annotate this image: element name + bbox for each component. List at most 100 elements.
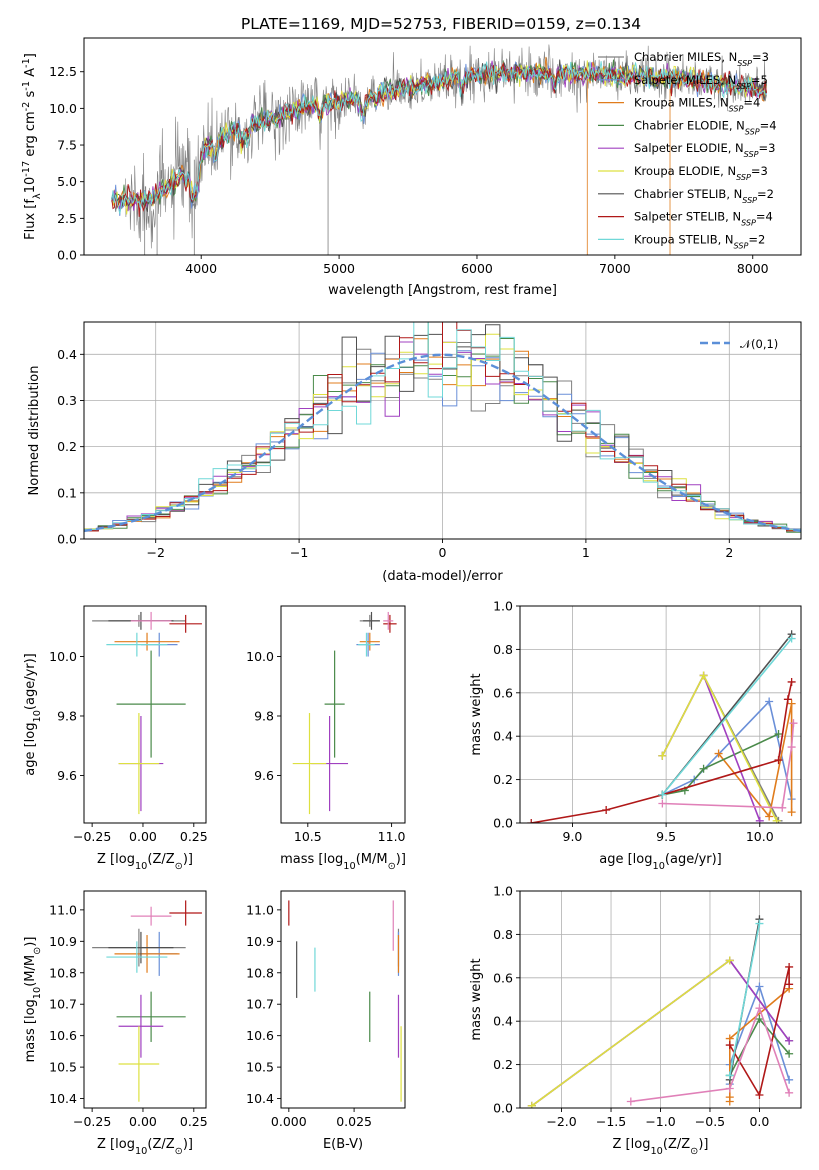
plot-area-mass_vs_ebv	[288, 900, 402, 1102]
y-tick-label: 0.2	[57, 439, 77, 454]
y-tick-label: 10.8	[246, 965, 274, 980]
axes-residuals: −2 −1 0 1 2 0.0 0.1 0.2 0.3 0.4 (data-model)/error…	[27, 321, 802, 584]
weight-marker	[772, 816, 781, 823]
x-axis-label: Z [log10(Z/Z⊙)]	[97, 852, 193, 872]
weight-marker	[787, 808, 796, 817]
axes-weight_vs_Z: −2.0 −1.5 −1.0 −0.5 0.0 0.0 0.2 0.4 0.6 0.8 1.0 Z […	[469, 884, 802, 1157]
x-axis-label: E(B-V)	[323, 1137, 363, 1152]
spectrum-legend: Chabrier MILES, NSSP=3 Salpeter MILES, NS…	[598, 50, 777, 250]
x-tick-label: 0.00	[129, 829, 157, 844]
y-tick-label: 10.5	[49, 1060, 77, 1075]
weight-marker	[658, 751, 667, 760]
y-tick-label: 11.0	[246, 902, 274, 917]
weight-marker	[785, 1049, 794, 1058]
x-tick-label: 0.025	[336, 1114, 372, 1129]
axes-age_vs_Z: −0.25 0.00 0.25 9.6 9.8 10.0 Z [log10(Z/Z⊙)] ag…	[23, 605, 208, 872]
axes-mass_vs_ebv: 0.000 0.025 10.4 10.5 10.6 10.7 10.8 10.9 11.0 E(…	[246, 890, 406, 1152]
weight-line	[630, 1005, 790, 1103]
x-tick-label: 0.25	[180, 1114, 208, 1129]
x-axis-label: age [log10(age/yr)]	[599, 852, 722, 872]
y-tick-label: 0.0	[57, 532, 77, 547]
x-tick-label: −0.25	[73, 1114, 111, 1129]
y-tick-label: 10.6	[246, 1028, 274, 1043]
weight-line	[661, 637, 793, 796]
weight-marker	[755, 919, 764, 928]
y-tick-label: 10.9	[49, 934, 77, 949]
y-tick-label: 10.6	[49, 1028, 77, 1043]
x-tick-label: 5000	[323, 261, 355, 276]
y-tick-label: 10.4	[49, 1091, 77, 1106]
y-tick-label: 10.7	[246, 997, 274, 1012]
x-tick-label: −0.5	[695, 1114, 725, 1129]
x-axis-label: Z [log10(Z/Z⊙)]	[613, 1137, 709, 1157]
y-axis-label: mass weight	[469, 673, 484, 755]
weight-marker	[785, 1075, 794, 1084]
x-tick-label: 8000	[737, 261, 769, 276]
weight-marker	[602, 805, 611, 814]
axes-frame	[83, 890, 207, 1109]
weight-marker	[774, 756, 783, 765]
y-tick-label: 12.5	[49, 64, 77, 79]
weight-marker	[755, 816, 764, 823]
x-tick-label: 7000	[599, 261, 631, 276]
x-tick-label: −1	[290, 545, 308, 560]
y-tick-label: 10.8	[49, 965, 77, 980]
y-axis-label: age [log10(age/yr)]	[23, 653, 43, 776]
y-tick-label: 9.8	[57, 708, 77, 723]
plot-area-weight_vs_age	[527, 630, 798, 823]
x-tick-label: 11.0	[378, 829, 406, 844]
legend-label: Salpeter STELIB, NSSP=4	[634, 210, 773, 228]
x-axis-label: (data-model)/error	[382, 569, 503, 584]
legend-label: Salpeter ELODIE, NSSP=3	[634, 141, 775, 159]
y-tick-label: 0.8	[493, 642, 513, 657]
legend-label: Kroupa ELODIE, NSSP=3	[634, 164, 768, 182]
y-axis-label: mass [log10(M/M⊙)]	[23, 937, 43, 1063]
legend-label: Kroupa STELIB, NSSP=2	[634, 232, 765, 250]
weight-marker	[783, 695, 792, 704]
x-tick-label: 4000	[185, 261, 217, 276]
y-tick-label: 0.4	[57, 347, 77, 362]
y-tick-label: 10.0	[246, 649, 274, 664]
weight-marker	[755, 1090, 764, 1099]
weight-marker	[787, 699, 796, 708]
y-tick-label: 0.1	[57, 485, 77, 500]
weight-marker	[626, 1097, 635, 1106]
plot-area-age_vs_Z	[92, 611, 202, 815]
weight-marker	[714, 749, 723, 758]
legend-label: Salpeter MILES, NSSP=5	[634, 73, 768, 91]
weight-marker	[785, 1036, 794, 1045]
weight-marker	[778, 803, 787, 812]
weight-marker	[755, 1015, 764, 1024]
x-tick-label: −1.0	[645, 1114, 675, 1129]
y-axis-label: Normed distribution	[27, 366, 42, 496]
y-tick-label: 9.6	[57, 768, 77, 783]
y-tick-label: 9.6	[254, 768, 274, 783]
plot-area-residuals	[84, 322, 801, 534]
y-tick-label: 0.3	[57, 393, 77, 408]
x-tick-label: 10.5	[294, 829, 322, 844]
y-tick-label: 0.4	[493, 1014, 513, 1029]
x-tick-label: 10.0	[746, 829, 774, 844]
weight-line	[662, 723, 795, 809]
weight-marker	[787, 743, 796, 752]
axes-frame	[519, 605, 802, 824]
legend-label: Chabrier ELODIE, NSSP=4	[634, 118, 777, 136]
axes-mass_vs_Z: −0.25 0.00 0.25 10.4 10.5 10.6 10.7 10.8 10.9 11.…	[23, 890, 208, 1157]
y-tick-label: 0.0	[57, 248, 77, 263]
axes-frame	[83, 37, 802, 256]
y-tick-label: 10.9	[246, 934, 274, 949]
x-tick-label: −2.0	[546, 1114, 576, 1129]
x-tick-label: 9.0	[563, 829, 583, 844]
weight-marker	[789, 719, 798, 728]
weight-line	[661, 673, 761, 822]
weight-marker	[725, 1084, 734, 1093]
x-tick-label: −2	[146, 545, 164, 560]
weight-marker	[725, 1071, 734, 1080]
y-axis-label: Flux [fλ10-17 erg cm-2 s-1 A-1]	[21, 53, 43, 240]
weight-line	[661, 673, 780, 822]
axes-age_vs_mass: 10.5 11.0 9.6 9.8 10.0 mass [log10(M/M⊙)]	[246, 605, 406, 872]
axes-frame	[280, 890, 406, 1109]
x-tick-label: 0.00	[129, 1114, 157, 1129]
x-tick-label: 0	[439, 545, 447, 560]
y-tick-label: 0.6	[493, 970, 513, 985]
